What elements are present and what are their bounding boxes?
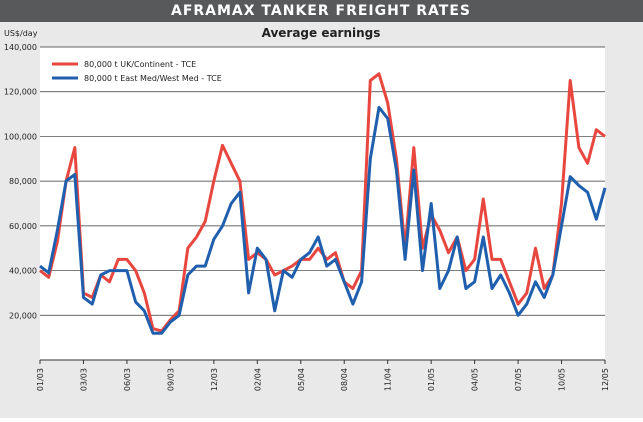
x-tick-label: 07/05 <box>514 368 523 391</box>
y-tick-label: 120,000 <box>4 88 37 97</box>
x-tick-label: 01/03 <box>36 368 45 391</box>
x-tick-label: 12/03 <box>210 368 219 391</box>
x-tick-label: 10/05 <box>558 368 567 391</box>
plot-area <box>40 47 605 360</box>
x-tick-label: 12/05 <box>601 368 610 391</box>
x-tick-label: 09/03 <box>166 368 175 391</box>
y-tick-label: 80,000 <box>9 177 37 186</box>
x-tick-label: 04/05 <box>471 368 480 391</box>
x-tick-label: 08/04 <box>340 368 349 391</box>
y-axis-label: US$/day <box>4 29 38 38</box>
y-tick-label: 60,000 <box>9 222 37 231</box>
x-tick-label: 11/04 <box>384 368 393 391</box>
y-tick-label: 40,000 <box>9 267 37 276</box>
x-tick-label: 03/03 <box>79 368 88 391</box>
y-tick-label: 140,000 <box>4 43 37 52</box>
series-line <box>39 105 607 335</box>
y-tick-label: 20,000 <box>9 311 37 320</box>
legend-label: 80,000 t East Med/West Med - TCE <box>84 74 222 83</box>
chart-subtitle: Average earnings <box>262 26 381 40</box>
x-tick-label: 06/03 <box>123 368 132 391</box>
legend-label: 80,000 t UK/Continent - TCE <box>84 60 196 69</box>
title-bar <box>0 0 643 22</box>
x-tick-label: 05/04 <box>297 368 306 391</box>
x-tick-label: 02/04 <box>253 368 262 391</box>
chart-title: AFRAMAX TANKER FREIGHT RATES <box>171 3 471 19</box>
x-tick-label: 01/05 <box>427 368 436 391</box>
y-tick-label: 100,000 <box>4 132 37 141</box>
